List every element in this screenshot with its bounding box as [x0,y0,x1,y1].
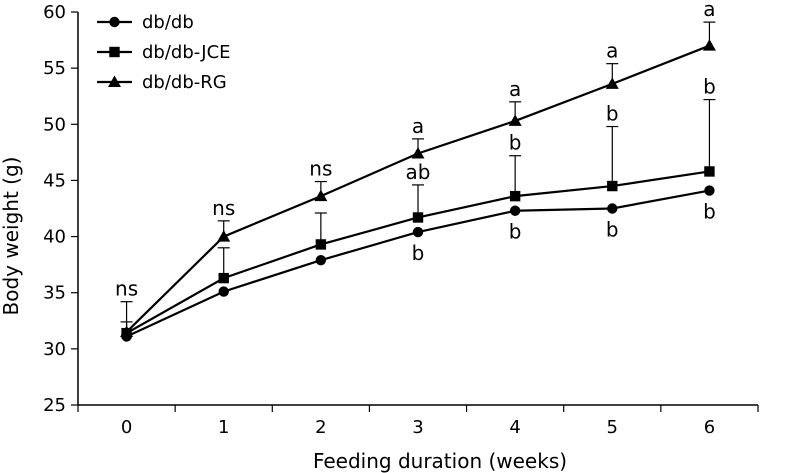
data-point [411,146,425,159]
x-tick-label: 1 [218,417,229,438]
significance-label: b [606,218,619,242]
y-tick-label: 55 [43,58,66,79]
significance-label: ns [115,277,138,301]
y-tick-label: 60 [43,2,66,23]
x-tick-label: 5 [607,417,618,438]
data-point [217,230,231,242]
data-point [314,189,328,202]
series-markers [120,39,716,342]
data-point [315,254,327,266]
legend: db/db db/db-JCE db/db-RG [97,12,231,93]
significance-label: a [412,114,424,138]
significance-label: b [412,241,425,265]
x-tick-label: 2 [315,417,326,438]
y-tick-label: 45 [43,170,66,191]
x-tick-label: 0 [121,417,132,438]
x-axis-title: Feeding duration (weeks) [313,449,567,473]
significance-label: b [703,75,716,99]
y-tick-label: 30 [43,339,66,360]
x-tick-label: 3 [412,417,423,438]
significance-label: b [509,131,522,155]
data-point [412,226,424,238]
significance-label: a [703,0,715,21]
data-point [218,272,229,284]
significance-annotations: ns ns ns a a a a ab b b b b b b b [115,0,716,301]
data-point [704,166,715,177]
y-axis-title: Body weight (g) [0,157,23,316]
significance-label: b [509,220,522,244]
x-tick-label: 6 [704,417,715,438]
error-bars [120,21,716,337]
significance-label: ab [406,160,431,184]
y-tick-label: 25 [43,395,66,416]
data-point [412,212,424,223]
y-tick-label: 50 [43,114,66,135]
x-tick-label: 4 [509,417,520,438]
legend-marker [108,75,121,87]
legend-marker [109,46,120,58]
data-point [508,114,522,126]
legend-marker [109,16,120,28]
legend-label: db/db-RG [142,72,227,93]
data-point [218,286,229,297]
significance-label: ns [212,196,235,220]
data-point [704,185,715,196]
data-point [607,203,618,214]
data-point [509,190,521,202]
data-point [702,39,716,51]
data-point [315,239,327,250]
significance-label: a [606,39,618,63]
data-point [605,77,619,89]
y-tick-label: 35 [43,283,66,304]
y-tick-label: 40 [43,227,66,248]
significance-label: b [606,102,619,126]
data-point [607,180,618,192]
significance-label: a [509,77,521,101]
significance-label: b [703,200,716,224]
significance-label: ns [309,157,332,181]
legend-label: db/db [142,12,194,33]
legend-label: db/db-JCE [142,42,231,63]
data-point [509,205,521,216]
data-point [120,325,134,338]
